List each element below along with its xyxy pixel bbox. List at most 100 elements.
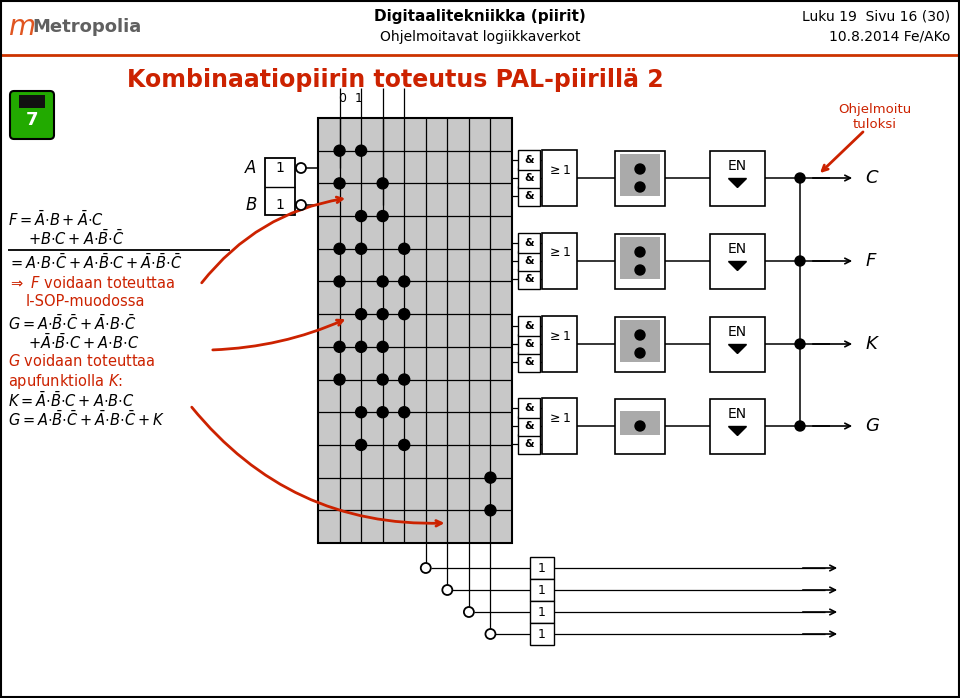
Text: =1: =1 (631, 410, 649, 422)
Text: &: & (524, 155, 534, 165)
Polygon shape (318, 118, 512, 543)
Text: 1: 1 (276, 161, 284, 175)
Text: $+ B{\cdot}C + A{\cdot}\bar{B}{\cdot}\bar{C}$: $+ B{\cdot}C + A{\cdot}\bar{B}{\cdot}\ba… (28, 229, 125, 248)
Text: =1: =1 (631, 244, 649, 258)
Circle shape (635, 330, 645, 340)
Polygon shape (615, 234, 665, 288)
Polygon shape (518, 269, 540, 289)
Text: 1: 1 (354, 91, 362, 105)
Text: $F = \bar{A}{\cdot}B + \bar{A}{\cdot}C$: $F = \bar{A}{\cdot}B + \bar{A}{\cdot}C$ (8, 210, 104, 229)
Circle shape (334, 341, 345, 352)
Text: Digitaalitekniikka (piirit): Digitaalitekniikka (piirit) (374, 10, 586, 24)
Text: &: & (524, 238, 534, 248)
Circle shape (296, 163, 306, 173)
Circle shape (355, 341, 367, 352)
Text: EN: EN (728, 159, 747, 173)
Polygon shape (542, 233, 577, 289)
Text: tuloksi: tuloksi (853, 119, 897, 131)
Text: &: & (524, 403, 534, 413)
Circle shape (635, 265, 645, 275)
Circle shape (377, 374, 388, 385)
Polygon shape (530, 579, 554, 601)
Circle shape (334, 276, 345, 287)
Polygon shape (729, 345, 747, 353)
Text: 7: 7 (26, 111, 38, 129)
Text: Metropolia: Metropolia (32, 18, 141, 36)
Circle shape (334, 244, 345, 254)
Polygon shape (518, 186, 540, 206)
Polygon shape (620, 411, 660, 435)
Circle shape (795, 339, 805, 349)
Polygon shape (518, 316, 540, 336)
Polygon shape (530, 601, 554, 623)
Circle shape (334, 374, 345, 385)
Text: $K = \bar{A}{\cdot}\bar{B}{\cdot}C + A{\cdot}B{\cdot}C$: $K = \bar{A}{\cdot}\bar{B}{\cdot}C + A{\… (8, 391, 134, 410)
Polygon shape (729, 426, 747, 436)
Text: $\Rightarrow$ $F$ voidaan toteuttaa: $\Rightarrow$ $F$ voidaan toteuttaa (8, 275, 175, 291)
Text: $K$: $K$ (865, 335, 880, 353)
Polygon shape (530, 557, 554, 579)
Circle shape (355, 244, 367, 254)
Text: =1: =1 (631, 327, 649, 341)
Circle shape (398, 309, 410, 320)
Text: Ohjelmoitu: Ohjelmoitu (838, 103, 912, 117)
Text: &: & (524, 173, 534, 183)
Polygon shape (542, 150, 577, 206)
Polygon shape (620, 237, 660, 279)
Polygon shape (620, 320, 660, 362)
Circle shape (377, 407, 388, 417)
Polygon shape (620, 154, 660, 196)
Text: EN: EN (728, 242, 747, 256)
Polygon shape (710, 316, 765, 371)
Text: 1: 1 (276, 198, 284, 212)
Text: $G = A{\cdot}\bar{B}{\cdot}\bar{C} + \bar{A}{\cdot}B{\cdot}\bar{C} + K$: $G = A{\cdot}\bar{B}{\cdot}\bar{C} + \ba… (8, 410, 165, 429)
Text: $+ \bar{A}{\cdot}\bar{B}{\cdot}C + A{\cdot}B{\cdot}C$: $+ \bar{A}{\cdot}\bar{B}{\cdot}C + A{\cd… (28, 333, 139, 352)
Text: &: & (524, 439, 534, 449)
Circle shape (398, 440, 410, 450)
Text: &: & (524, 357, 534, 367)
Circle shape (486, 629, 495, 639)
Circle shape (443, 585, 452, 595)
Circle shape (635, 348, 645, 358)
Circle shape (398, 244, 410, 254)
Text: &: & (524, 421, 534, 431)
Circle shape (398, 374, 410, 385)
Circle shape (377, 211, 388, 221)
Polygon shape (710, 151, 765, 205)
Polygon shape (615, 399, 665, 454)
Polygon shape (518, 434, 540, 454)
Circle shape (398, 407, 410, 417)
Circle shape (795, 421, 805, 431)
Circle shape (377, 178, 388, 189)
Text: &: & (524, 191, 534, 201)
Text: EN: EN (728, 325, 747, 339)
Text: $F$: $F$ (865, 252, 877, 270)
Circle shape (635, 182, 645, 192)
Text: $G$: $G$ (865, 417, 880, 435)
Polygon shape (19, 95, 45, 108)
Circle shape (377, 309, 388, 320)
Text: $\geq$1: $\geq$1 (547, 163, 571, 177)
Polygon shape (518, 233, 540, 253)
Polygon shape (542, 398, 577, 454)
Polygon shape (265, 158, 295, 215)
Text: $G = A{\cdot}\bar{B}{\cdot}\bar{C} + \bar{A}{\cdot}B{\cdot}\bar{C}$: $G = A{\cdot}\bar{B}{\cdot}\bar{C} + \ba… (8, 314, 136, 333)
Circle shape (355, 440, 367, 450)
Circle shape (795, 173, 805, 183)
Circle shape (355, 145, 367, 156)
Circle shape (334, 178, 345, 189)
Text: $\mathit{m}$: $\mathit{m}$ (8, 13, 36, 41)
Text: &: & (524, 339, 534, 349)
Text: $A$: $A$ (244, 159, 257, 177)
Polygon shape (710, 399, 765, 454)
Polygon shape (615, 151, 665, 205)
Text: 10.8.2014 Fe/AKo: 10.8.2014 Fe/AKo (828, 30, 950, 44)
Text: 1: 1 (538, 584, 546, 597)
Text: =1: =1 (631, 161, 649, 174)
Circle shape (355, 309, 367, 320)
Text: 1: 1 (538, 605, 546, 618)
Text: 1: 1 (538, 628, 546, 641)
Text: &: & (524, 256, 534, 266)
Polygon shape (518, 352, 540, 372)
Text: $C$: $C$ (865, 169, 879, 187)
